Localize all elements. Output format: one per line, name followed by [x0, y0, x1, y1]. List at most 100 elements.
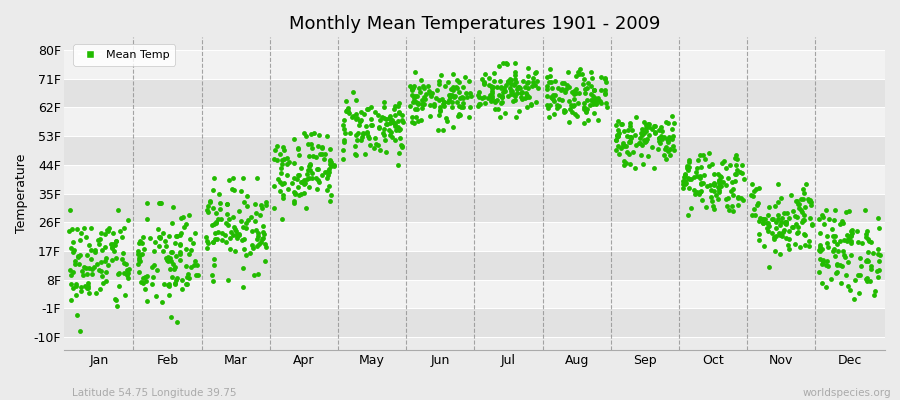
Point — [589, 101, 603, 107]
Point — [463, 90, 477, 96]
Point — [662, 146, 677, 152]
Point — [494, 93, 508, 99]
Point — [254, 239, 268, 245]
Point — [337, 137, 351, 144]
Point — [828, 232, 842, 239]
Point — [612, 150, 626, 157]
Point — [453, 111, 467, 118]
Point — [572, 66, 587, 72]
Point — [120, 272, 134, 278]
Point — [608, 136, 623, 143]
Point — [832, 221, 847, 228]
Point — [408, 69, 422, 76]
Point — [634, 130, 648, 136]
Point — [682, 159, 697, 165]
Point — [714, 174, 728, 180]
Point — [778, 218, 793, 225]
Point — [354, 137, 368, 143]
Point — [586, 97, 600, 104]
Point — [457, 74, 472, 80]
Point — [223, 246, 238, 252]
Point — [796, 231, 811, 237]
Bar — [64, 50, 885, 79]
Point — [315, 145, 329, 152]
Point — [311, 131, 326, 138]
Point — [586, 100, 600, 107]
Point — [696, 179, 710, 186]
Point — [844, 232, 859, 238]
Point — [872, 252, 886, 258]
Point — [608, 137, 623, 143]
Point — [623, 137, 637, 144]
Point — [392, 135, 407, 141]
Point — [405, 92, 419, 98]
Point — [679, 170, 693, 177]
Point — [236, 224, 250, 230]
Point — [286, 160, 301, 166]
Point — [367, 134, 382, 141]
Point — [584, 69, 598, 76]
Point — [64, 281, 78, 287]
Point — [135, 239, 149, 246]
Point — [773, 219, 788, 225]
Point — [73, 328, 87, 335]
Point — [507, 82, 521, 88]
Point — [760, 225, 774, 231]
Point — [206, 238, 220, 245]
Point — [403, 83, 418, 90]
Point — [116, 250, 130, 256]
Point — [187, 230, 202, 236]
Point — [364, 116, 378, 122]
Point — [323, 159, 338, 165]
Point — [521, 79, 535, 85]
Point — [78, 283, 93, 290]
Point — [594, 86, 608, 93]
Point — [455, 104, 470, 110]
Point — [706, 171, 721, 177]
Point — [718, 165, 733, 171]
Point — [109, 238, 123, 245]
Point — [577, 100, 591, 106]
Point — [578, 86, 592, 92]
Point — [161, 258, 176, 264]
Point — [581, 80, 596, 86]
Point — [486, 84, 500, 90]
Point — [590, 94, 605, 101]
Point — [343, 130, 357, 136]
Point — [274, 164, 288, 171]
Point — [302, 184, 316, 190]
Point — [403, 102, 418, 109]
Point — [121, 270, 135, 276]
Point — [773, 230, 788, 237]
Bar — [64, 108, 885, 136]
Point — [508, 92, 522, 99]
Point — [577, 104, 591, 110]
Point — [206, 205, 220, 212]
Point — [544, 95, 559, 101]
Point — [766, 216, 780, 222]
Point — [768, 202, 782, 209]
Text: Latitude 54.75 Longitude 39.75: Latitude 54.75 Longitude 39.75 — [72, 388, 237, 398]
Point — [688, 169, 703, 175]
Point — [95, 273, 110, 280]
Point — [518, 84, 532, 90]
Point — [476, 94, 491, 100]
Point — [580, 106, 594, 112]
Point — [652, 135, 666, 141]
Point — [148, 239, 162, 246]
Point — [860, 278, 874, 284]
Point — [824, 226, 839, 232]
Point — [73, 237, 87, 243]
Point — [155, 299, 169, 305]
Point — [825, 232, 840, 239]
Point — [94, 258, 108, 265]
Point — [78, 234, 93, 240]
Point — [731, 202, 745, 208]
Point — [652, 138, 666, 145]
Point — [222, 177, 237, 183]
Point — [456, 84, 471, 90]
Point — [105, 257, 120, 263]
Point — [598, 87, 613, 94]
Point — [273, 188, 287, 195]
Point — [518, 90, 533, 96]
